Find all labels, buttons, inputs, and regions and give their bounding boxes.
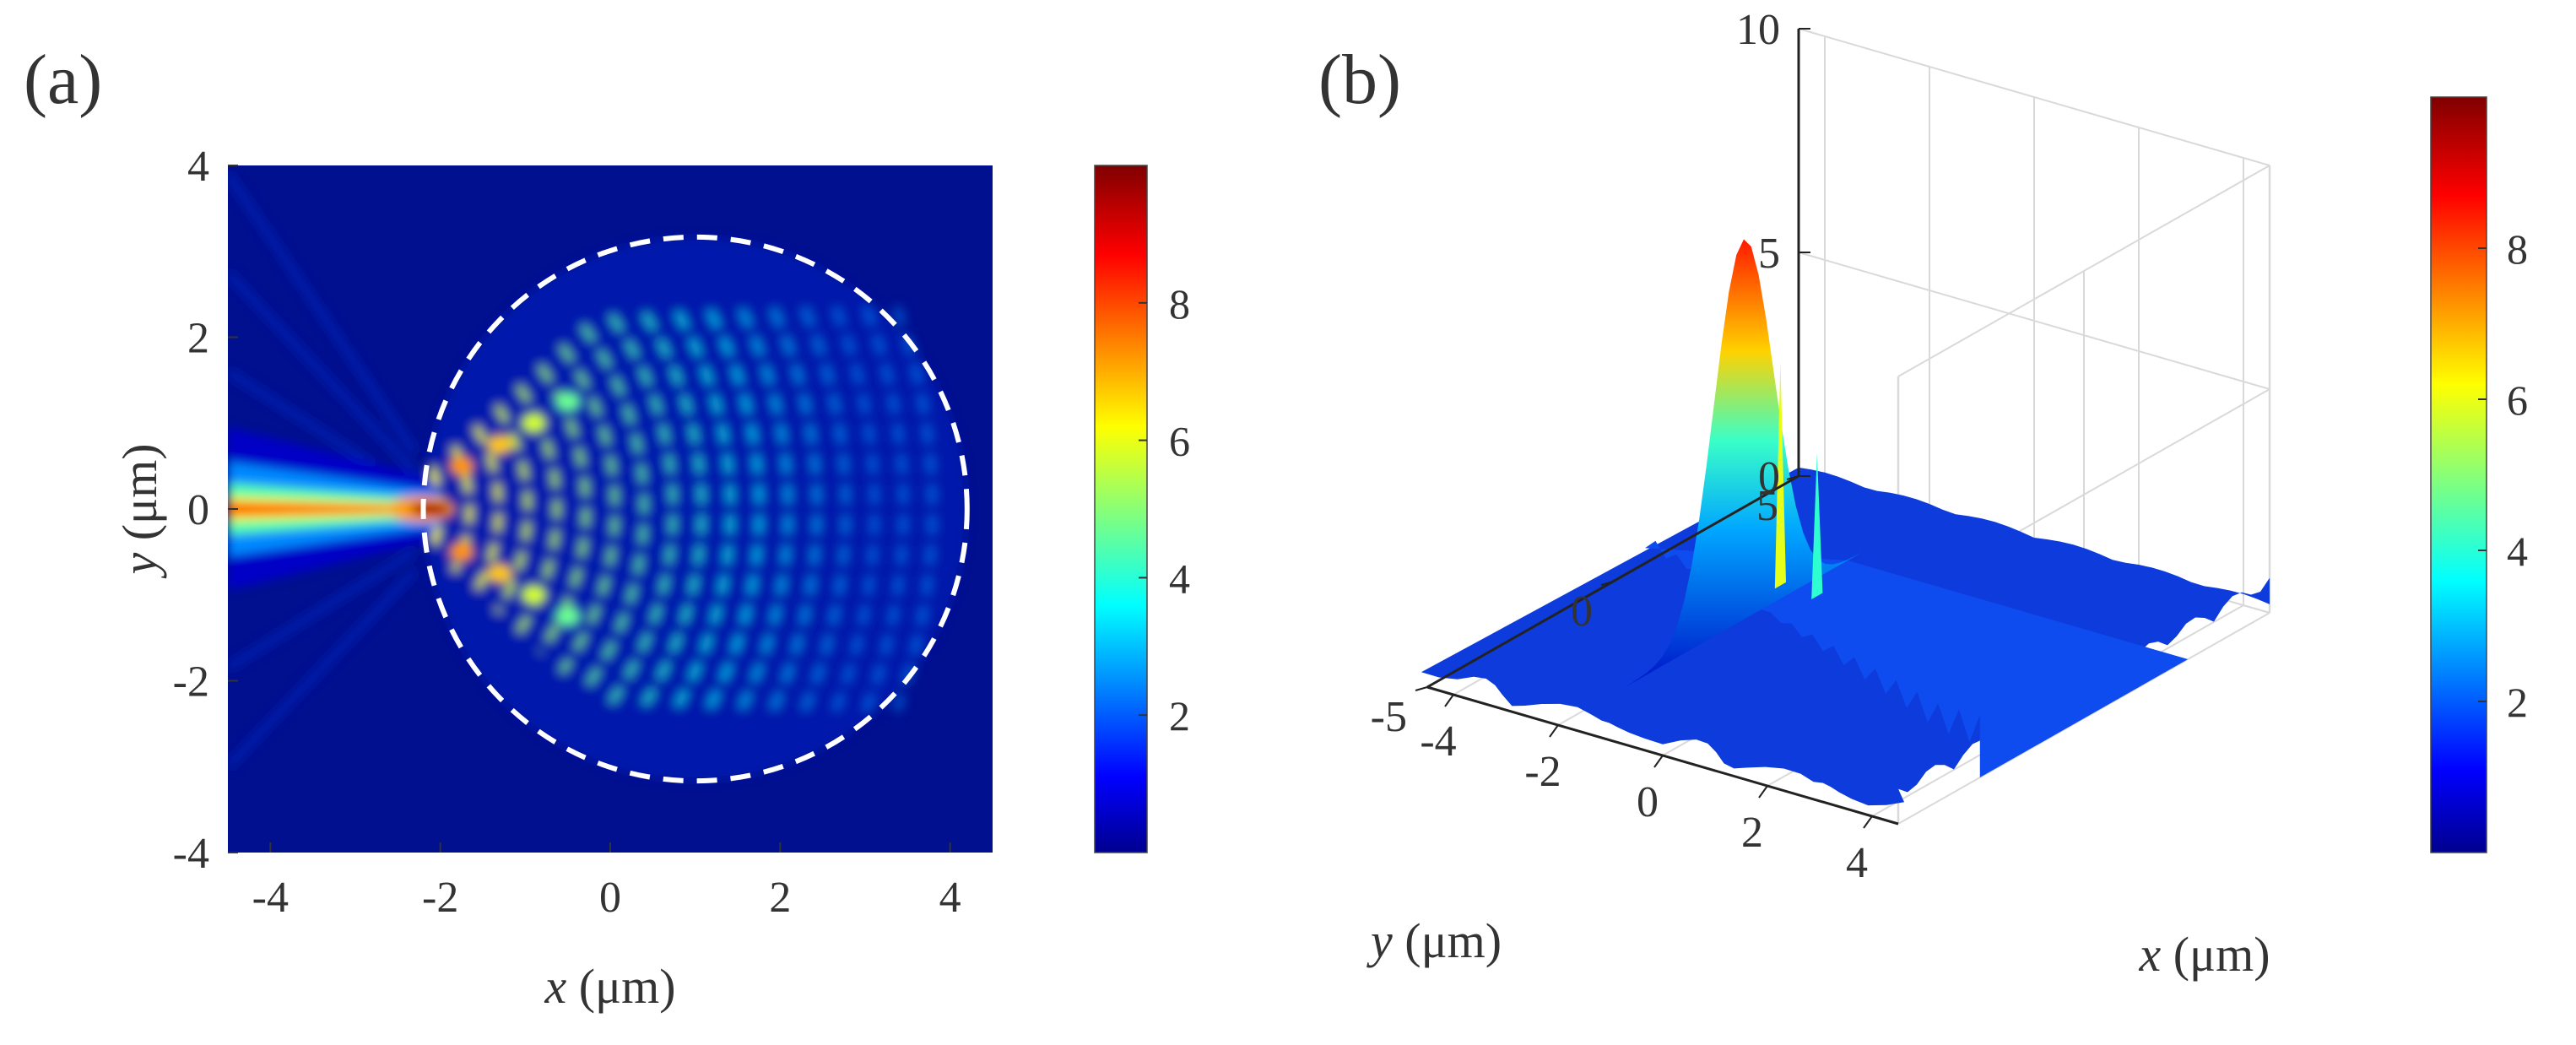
- background-ripple: [228, 567, 419, 770]
- colorbar-b-tick-label: 6: [2507, 376, 2528, 424]
- y-tick-mark: [1600, 581, 1614, 586]
- y-axis-label-a-var: y: [112, 553, 167, 579]
- x-tick-mark: [1863, 815, 1873, 829]
- colorbar-b-tick-label: 8: [2507, 225, 2528, 273]
- x-tick-label: 2: [769, 874, 791, 922]
- x-tick-label: 0: [1637, 778, 1659, 826]
- surface-fringe-wall: [1645, 540, 2189, 777]
- x-axis-label-b-var: x: [2138, 927, 2161, 982]
- x-tick-label: 4: [1846, 839, 1868, 887]
- y-tick-label: 0: [187, 486, 209, 534]
- background-ripple: [228, 547, 418, 672]
- interference-fringe: [579, 323, 648, 695]
- x-tick-mark: [1758, 785, 1768, 799]
- surface-plot: [1421, 239, 2270, 806]
- x-axis-label-b: x (μm): [2138, 927, 2270, 982]
- x-tick-label: -2: [422, 874, 458, 922]
- x-tick-label: 0: [599, 874, 621, 922]
- y-tick-label: -2: [173, 658, 209, 707]
- dashed-circle-annotation: [420, 234, 970, 784]
- focal-spot: [409, 502, 451, 516]
- x-tick-label: 4: [939, 874, 961, 922]
- colorbar-a-tick-label: 4: [1169, 555, 1190, 602]
- x-axis-label-b-unit: (μm): [2161, 927, 2270, 982]
- colorbar-a-ticks: 2 4 6 8: [1139, 280, 1190, 739]
- x-axis-label-a-var: x: [544, 959, 566, 1014]
- y-axis-label-a: y (μm): [112, 443, 167, 578]
- interference-lobe: [555, 391, 581, 412]
- colorbar-a-tick-label: 2: [1169, 692, 1190, 739]
- x-tick-label: -4: [1420, 717, 1456, 766]
- interference-lobe: [487, 434, 513, 455]
- interference-lobe: [555, 606, 581, 627]
- y-axis-label-b-var: y: [1366, 913, 1393, 968]
- interference-lobe: [521, 413, 547, 434]
- panel-label-a: (a): [24, 41, 102, 119]
- y-tick-label: 0: [1571, 587, 1593, 636]
- y-axis-label-b-unit: (μm): [1393, 913, 1502, 968]
- heatmap-field: [228, 171, 967, 782]
- background-ripple: [228, 269, 419, 475]
- x-tick-label: -4: [252, 874, 289, 922]
- heatmap-plot-area: [228, 165, 993, 853]
- background-ripple: [228, 171, 419, 455]
- interference-lobe: [448, 456, 474, 477]
- colorbar-a: [1094, 165, 1148, 853]
- z-tick-label: 5: [1758, 230, 1780, 278]
- colorbar-b-tick-label: 4: [2507, 528, 2528, 575]
- colorbar-b-ticks: 2 4 6 8: [2478, 225, 2528, 726]
- x-tick-mark: [1549, 724, 1559, 738]
- field-glow: [423, 236, 967, 782]
- y-tick-label: -4: [173, 830, 209, 878]
- z-tick-label: 10: [1736, 6, 1780, 54]
- x-axis-label-a: x (μm): [544, 959, 675, 1014]
- y-tick-label: 5: [1756, 482, 1778, 530]
- y-tick-label: -5: [1371, 693, 1407, 741]
- surface-secondary-peak: [1811, 452, 1823, 599]
- x-tick-label: -2: [1524, 748, 1561, 796]
- interference-fringe: [494, 403, 532, 615]
- y-axis-label-a-unit: (μm): [112, 443, 167, 552]
- x-tick-mark: [1653, 755, 1664, 768]
- colorbar-a-tick-label: 6: [1169, 418, 1190, 465]
- x-tick-label: 2: [1741, 809, 1763, 857]
- x-axis-label-a-unit: (μm): [566, 959, 675, 1014]
- input-beam-layer: [228, 503, 441, 515]
- y-tick-label: 2: [187, 315, 209, 363]
- interference-lobe: [521, 584, 547, 605]
- y-tick-mark: [1786, 475, 1799, 480]
- colorbar-a-tick-label: 8: [1169, 280, 1190, 328]
- y-tick-label: 4: [187, 143, 209, 191]
- interference-lobe: [487, 563, 513, 584]
- surface-peak: [1625, 239, 1863, 687]
- z-tick-label: 0: [1758, 453, 1780, 501]
- x-tick-mark: [1444, 694, 1454, 707]
- y-tick-mark: [1415, 686, 1428, 691]
- heatmap-annotations: [420, 234, 970, 784]
- colorbar-b-tick-label: 2: [2507, 679, 2528, 726]
- y-axis-label-b: y (μm): [1366, 913, 1502, 968]
- interference-lobe: [448, 541, 474, 562]
- panel-label-b: (b): [1318, 41, 1401, 119]
- surface-secondary-peak: [1774, 361, 1786, 589]
- colorbar-b: [2430, 96, 2487, 853]
